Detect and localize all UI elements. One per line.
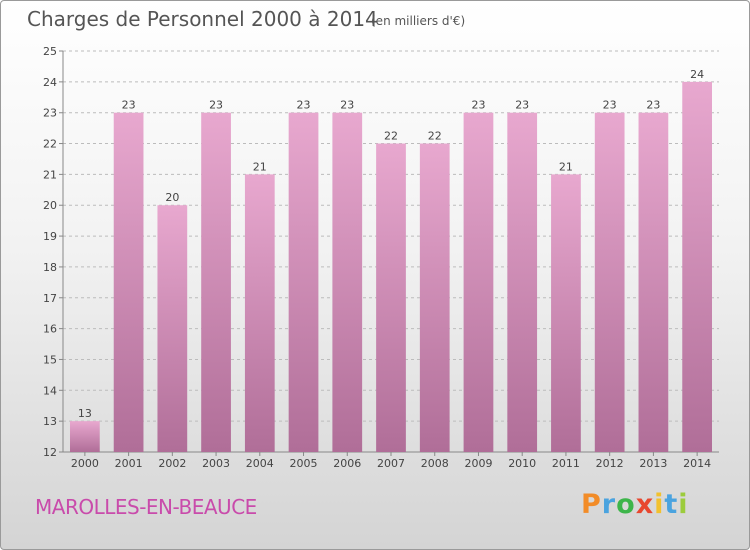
logo-letter: o <box>616 489 636 520</box>
bar <box>638 112 669 452</box>
bar <box>288 112 319 452</box>
y-tick-label: 20 <box>43 199 57 212</box>
y-tick-label: 12 <box>43 446 57 459</box>
y-tick-label: 21 <box>43 168 57 181</box>
bar <box>113 112 144 452</box>
y-tick-labels: 12 13 14 15 16 17 18 19 20 21 22 23 24 25 <box>43 45 57 459</box>
logo-letter: r <box>601 489 617 520</box>
bar <box>244 174 275 452</box>
x-tick-label: 2008 <box>421 457 449 470</box>
chart-subtitle: (en milliers d'€) <box>371 14 466 28</box>
y-tick-label: 24 <box>43 76 57 89</box>
value-label: 22 <box>428 130 442 143</box>
bar <box>507 112 538 452</box>
x-tick-label: 2001 <box>115 457 143 470</box>
bar <box>332 112 363 452</box>
logo-letter: t <box>664 489 679 520</box>
value-label: 23 <box>646 99 660 112</box>
value-label: 13 <box>78 407 92 420</box>
y-tick-label: 16 <box>43 323 57 336</box>
value-label: 23 <box>471 99 485 112</box>
x-tick-label: 2010 <box>508 457 536 470</box>
y-tick-label: 14 <box>43 384 57 397</box>
x-tick-labels: 2000 2001 2002 2003 2004 2005 2006 2007 2008 2009… <box>71 457 711 470</box>
commune-name: MAROLLES-EN-BEAUCE <box>35 495 257 519</box>
bar <box>594 112 625 452</box>
bar <box>463 112 494 452</box>
logo-letter: P <box>581 489 602 520</box>
x-tick-label: 2012 <box>596 457 624 470</box>
y-tick-label: 15 <box>43 353 57 366</box>
value-label: 21 <box>559 160 573 173</box>
x-tick-label: 2011 <box>552 457 580 470</box>
bar <box>157 205 188 452</box>
y-tick-label: 19 <box>43 230 57 243</box>
value-label: 23 <box>340 99 354 112</box>
logo-letter: i <box>654 489 665 520</box>
x-tick-label: 2009 <box>464 457 492 470</box>
bar <box>376 143 406 453</box>
value-label: 23 <box>209 99 223 112</box>
value-label: 24 <box>690 68 704 81</box>
bar <box>201 112 231 452</box>
x-tick-label: 2004 <box>246 457 274 470</box>
chart-title: Charges de Personnel 2000 à 2014 <box>27 7 378 31</box>
bar <box>551 174 581 452</box>
value-label: 21 <box>253 160 267 173</box>
x-tick-label: 2000 <box>71 457 99 470</box>
y-tick-label: 23 <box>43 107 57 120</box>
value-label: 22 <box>384 130 398 143</box>
value-labels: 13 23 20 23 21 23 23 22 22 23 23 21 23 23 24 <box>78 68 704 420</box>
value-label: 20 <box>165 191 179 204</box>
bar <box>682 81 713 452</box>
value-label: 23 <box>297 99 311 112</box>
value-label: 23 <box>603 99 617 112</box>
x-tick-label: 2007 <box>377 457 405 470</box>
x-tick-label: 2005 <box>290 457 318 470</box>
x-tick-label: 2003 <box>202 457 230 470</box>
x-tick-label: 2014 <box>683 457 711 470</box>
y-tick-label: 22 <box>43 138 57 151</box>
proxiti-logo: Proxiti <box>581 489 689 520</box>
y-tick-label: 17 <box>43 292 57 305</box>
y-tick-label: 18 <box>43 261 57 274</box>
logo-letter: x <box>635 489 655 520</box>
y-tick-label: 13 <box>43 415 57 428</box>
bar <box>69 421 100 452</box>
value-label: 23 <box>122 99 136 112</box>
y-tick-label: 25 <box>43 45 57 58</box>
value-label: 23 <box>515 99 529 112</box>
x-tick-label: 2006 <box>333 457 361 470</box>
bar <box>419 143 450 453</box>
logo-letter: i <box>678 489 689 520</box>
bars <box>69 81 713 453</box>
x-tick-label: 2002 <box>158 457 186 470</box>
x-tick-label: 2013 <box>639 457 667 470</box>
